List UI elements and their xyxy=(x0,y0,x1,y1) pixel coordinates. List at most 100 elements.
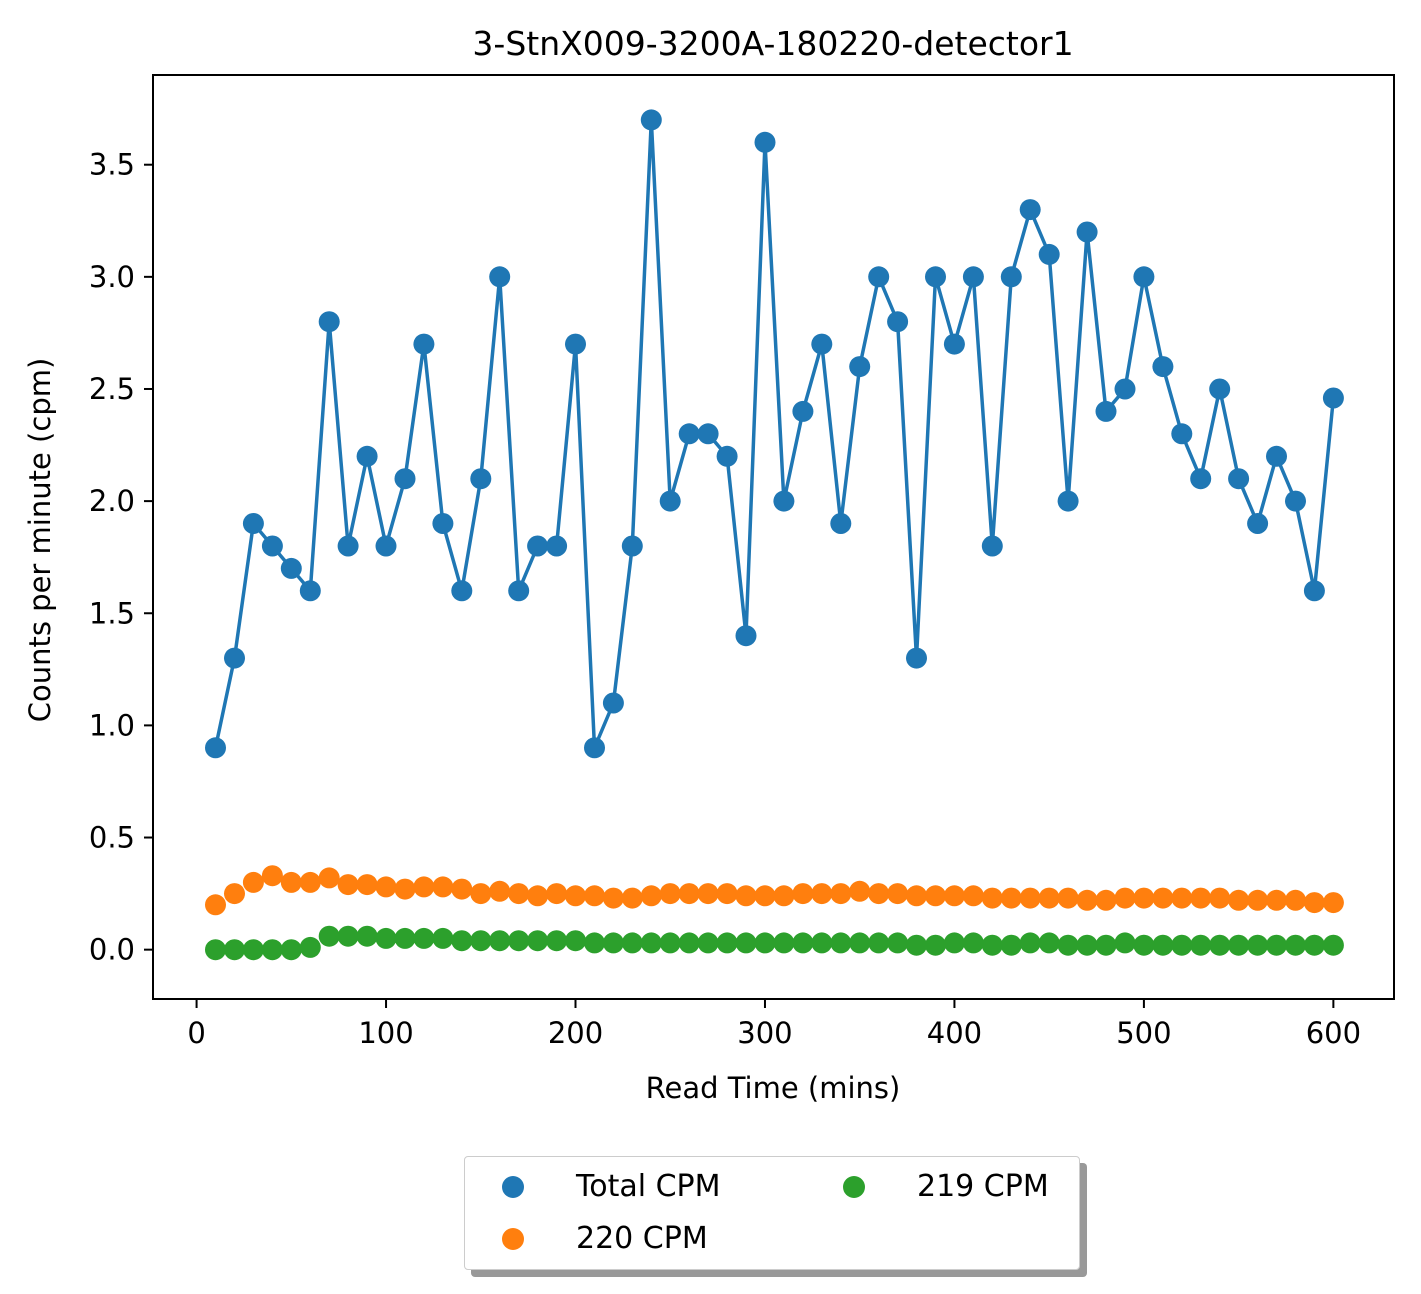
data-point-219-cpm xyxy=(1038,932,1060,954)
data-point-220-cpm xyxy=(1190,887,1212,909)
data-point-total-cpm xyxy=(943,333,965,355)
data-point-219-cpm xyxy=(811,932,833,954)
data-point-total-cpm xyxy=(716,445,738,467)
data-point-220-cpm xyxy=(413,876,435,898)
data-point-219-cpm xyxy=(773,932,795,954)
data-point-220-cpm xyxy=(792,883,814,905)
data-point-220-cpm xyxy=(470,883,492,905)
data-point-total-cpm xyxy=(830,513,852,534)
data-point-total-cpm xyxy=(242,513,264,534)
data-point-220-cpm xyxy=(527,885,549,907)
data-point-total-cpm xyxy=(527,535,549,557)
data-point-219-cpm xyxy=(1057,934,1079,956)
data-point-total-cpm xyxy=(962,266,984,288)
data-point-total-cpm xyxy=(394,468,416,490)
data-point-220-cpm xyxy=(868,883,890,905)
data-point-219-cpm xyxy=(830,932,852,954)
data-point-219-cpm xyxy=(508,930,530,952)
data-point-220-cpm xyxy=(489,880,511,902)
data-point-total-cpm xyxy=(356,445,378,467)
data-point-total-cpm xyxy=(1322,387,1344,409)
data-point-total-cpm xyxy=(584,737,605,759)
data-point-total-cpm xyxy=(261,535,283,557)
data-point-220-cpm xyxy=(602,887,624,909)
data-point-total-cpm xyxy=(224,647,245,669)
data-point-219-cpm xyxy=(451,930,473,952)
data-point-219-cpm xyxy=(925,934,946,956)
x-tick-label: 0 xyxy=(187,1016,205,1050)
data-point-219-cpm xyxy=(887,932,909,954)
data-point-220-cpm xyxy=(1266,889,1287,911)
data-point-total-cpm xyxy=(1171,423,1193,445)
data-point-219-cpm xyxy=(432,927,454,949)
data-point-total-cpm xyxy=(546,535,568,557)
data-point-219-cpm xyxy=(659,932,681,954)
data-point-219-cpm xyxy=(1019,932,1041,954)
data-point-220-cpm xyxy=(925,885,946,907)
data-point-219-cpm xyxy=(735,932,757,954)
data-point-total-cpm xyxy=(1057,490,1079,512)
data-point-total-cpm xyxy=(868,266,890,288)
data-point-219-cpm xyxy=(1285,934,1306,956)
data-point-total-cpm xyxy=(659,490,681,512)
data-point-219-cpm xyxy=(602,932,624,954)
data-point-total-cpm xyxy=(470,468,492,490)
data-point-219-cpm xyxy=(1322,934,1344,956)
data-point-219-cpm xyxy=(394,927,416,949)
legend-marker-total-cpm xyxy=(502,1176,524,1198)
legend-label-total-cpm: Total CPM xyxy=(576,1169,721,1204)
series-total-cpm xyxy=(205,109,1344,759)
data-point-220-cpm xyxy=(1076,889,1098,911)
data-point-219-cpm xyxy=(1247,934,1269,956)
data-point-220-cpm xyxy=(962,885,984,907)
plot-area xyxy=(205,109,1344,961)
data-point-219-cpm xyxy=(981,934,1003,956)
data-point-220-cpm xyxy=(584,885,605,907)
data-point-219-cpm xyxy=(697,932,719,954)
data-point-220-cpm xyxy=(205,894,226,916)
data-point-total-cpm xyxy=(318,311,340,333)
data-point-219-cpm xyxy=(261,939,283,961)
data-point-220-cpm xyxy=(508,883,530,905)
legend-label-219-cpm: 219 CPM xyxy=(917,1169,1049,1204)
data-point-219-cpm xyxy=(640,932,662,954)
data-point-219-cpm xyxy=(1114,932,1136,954)
data-point-total-cpm xyxy=(280,557,302,579)
data-point-220-cpm xyxy=(849,880,871,902)
data-point-220-cpm xyxy=(906,885,927,907)
y-tick-label: 0.0 xyxy=(89,933,135,967)
data-point-total-cpm xyxy=(1228,468,1250,490)
legend-marker-220-cpm xyxy=(502,1228,524,1250)
data-point-220-cpm xyxy=(261,865,283,887)
y-axis: 0.0 0.5 1.0 1.5 2.0 2.5 3.0 3.5 xyxy=(89,148,153,967)
data-point-219-cpm xyxy=(205,939,226,961)
x-tick-label: 500 xyxy=(1116,1016,1171,1050)
legend-item-220-cpm: 220 CPM xyxy=(502,1224,708,1254)
data-point-219-cpm xyxy=(678,932,700,954)
data-point-220-cpm xyxy=(1114,887,1136,909)
data-point-220-cpm xyxy=(356,874,378,896)
data-point-220-cpm xyxy=(318,867,340,889)
x-tick-label: 200 xyxy=(548,1016,603,1050)
data-point-219-cpm xyxy=(565,930,586,952)
data-point-total-cpm xyxy=(754,131,776,153)
data-point-220-cpm xyxy=(299,871,321,893)
data-point-220-cpm xyxy=(1152,887,1174,909)
data-point-219-cpm xyxy=(1266,934,1287,956)
series-line-total-cpm xyxy=(213,118,1336,750)
data-point-219-cpm xyxy=(1152,934,1174,956)
data-point-219-cpm xyxy=(754,932,776,954)
series-220-cpm xyxy=(205,865,1344,916)
data-point-219-cpm xyxy=(299,936,321,958)
data-point-219-cpm xyxy=(792,932,814,954)
data-point-220-cpm xyxy=(716,883,738,905)
x-axis-label: Read Time (mins) xyxy=(646,1071,901,1105)
y-tick-label: 1.0 xyxy=(89,708,135,742)
x-tick-label: 600 xyxy=(1306,1016,1361,1050)
data-point-219-cpm xyxy=(716,932,738,954)
data-point-220-cpm xyxy=(773,885,795,907)
data-point-220-cpm xyxy=(697,883,719,905)
data-point-220-cpm xyxy=(621,887,643,909)
data-point-total-cpm xyxy=(621,535,643,557)
